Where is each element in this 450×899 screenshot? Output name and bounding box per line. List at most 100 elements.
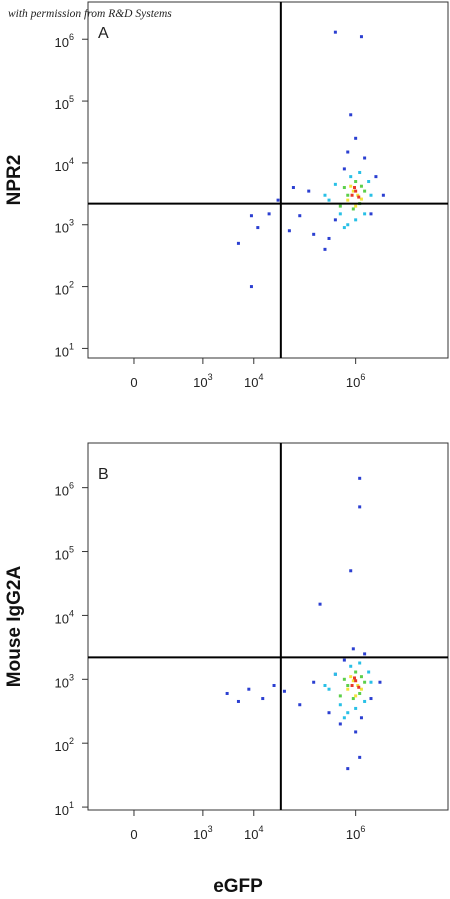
event-dot: [354, 730, 358, 734]
plot-frame: [87, 442, 449, 811]
event-dot: [327, 711, 331, 715]
tick-label: 103: [55, 218, 74, 236]
tick-label: 104: [55, 608, 74, 626]
tick-label-exponent: 5: [69, 545, 74, 555]
event-dot: [327, 236, 331, 240]
tick-label: 104: [244, 824, 263, 842]
event-dot: [354, 136, 358, 140]
event-dot: [363, 212, 367, 216]
event-dot: [359, 687, 363, 691]
event-dot: [247, 687, 251, 691]
event-dot: [357, 685, 361, 689]
event-dot: [358, 505, 362, 509]
event-dot: [369, 193, 373, 197]
event-dot: [354, 706, 358, 710]
tick-label-exponent: 1: [69, 800, 74, 810]
event-dot: [256, 226, 260, 230]
event-dot: [356, 683, 360, 687]
tick-label: 105: [55, 94, 74, 112]
tick-label-exponent: 6: [360, 824, 365, 834]
tick-label-exponent: 6: [69, 32, 74, 42]
event-dot: [333, 672, 337, 676]
tick-label: 106: [55, 32, 74, 50]
event-dot: [354, 180, 358, 184]
event-dot: [312, 680, 316, 684]
event-dot: [351, 679, 355, 683]
tick-label-exponent: 6: [360, 372, 365, 382]
event-dot: [358, 170, 362, 174]
event-dot: [349, 569, 353, 573]
tick-label: 101: [55, 341, 74, 359]
tick-label-base: 10: [244, 375, 258, 390]
event-dot: [358, 476, 362, 480]
tick-label: 106: [55, 481, 74, 499]
event-dot: [346, 767, 350, 771]
event-dot: [323, 247, 327, 251]
tick-label-base: 10: [55, 159, 69, 174]
tick-label: 103: [193, 372, 212, 390]
tick-label: 104: [244, 372, 263, 390]
event-dot: [363, 156, 367, 160]
event-dot: [354, 189, 358, 193]
event-dot: [298, 703, 302, 707]
tick-label-exponent: 3: [208, 824, 213, 834]
event-dot: [354, 204, 358, 208]
event-dot: [323, 683, 327, 687]
tick-label: 104: [55, 156, 74, 174]
tick-label-base: 10: [55, 283, 69, 298]
tick-label-base: 10: [55, 675, 69, 690]
tick-label-exponent: 5: [69, 94, 74, 104]
event-dot: [359, 716, 363, 720]
event-dot: [349, 184, 353, 188]
panel-label: B: [98, 466, 109, 483]
tick-label-base: 10: [193, 827, 207, 842]
event-dot: [351, 207, 355, 211]
event-dot: [363, 189, 367, 193]
event-dot: [346, 687, 350, 691]
tick-label-exponent: 4: [69, 608, 74, 618]
event-dot: [349, 113, 353, 117]
event-dot: [338, 204, 342, 208]
event-dot: [358, 691, 362, 695]
event-dot: [346, 198, 350, 202]
tick-label: 106: [346, 824, 365, 842]
event-dot: [338, 722, 342, 726]
event-dot: [353, 676, 357, 680]
plot-frame: [87, 1, 449, 359]
event-dot: [267, 212, 271, 216]
tick-label-base: 10: [55, 344, 69, 359]
event-dot: [342, 167, 346, 171]
event-dot: [351, 647, 355, 651]
event-dot: [378, 680, 382, 684]
tick-label-exponent: 4: [258, 372, 263, 382]
event-dot: [354, 679, 358, 683]
event-dot: [357, 195, 361, 199]
event-dot: [359, 675, 363, 679]
event-dot: [236, 699, 240, 703]
tick-label-base: 10: [346, 375, 360, 390]
event-dot: [333, 30, 337, 34]
event-dot: [359, 35, 363, 39]
event-dot: [342, 716, 346, 720]
event-dot: [350, 683, 354, 687]
event-dot: [346, 683, 350, 687]
event-dot: [323, 193, 327, 197]
tick-label-base: 10: [55, 548, 69, 563]
event-dot: [346, 711, 350, 715]
event-dot: [327, 687, 331, 691]
event-dot: [282, 689, 286, 693]
event-dot: [318, 602, 322, 606]
event-dot: [369, 697, 373, 701]
event-dot: [349, 664, 353, 668]
tick-label: 102: [55, 736, 74, 754]
event-dot: [351, 189, 355, 193]
tick-label-exponent: 4: [258, 824, 263, 834]
event-dot: [342, 186, 346, 190]
event-dot: [359, 197, 363, 201]
tick-label-exponent: 1: [69, 341, 74, 351]
tick-label: 0: [130, 827, 137, 842]
event-dot: [261, 697, 265, 701]
panel-label: A: [98, 25, 109, 42]
